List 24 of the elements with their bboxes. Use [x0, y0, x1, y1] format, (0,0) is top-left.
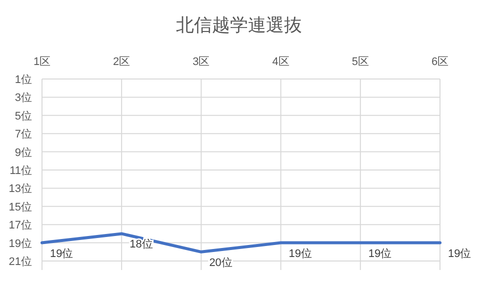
chart-title: 北信越学連選抜	[176, 15, 302, 35]
y-tick-label: 13位	[8, 183, 32, 196]
x-tick-label: 3区	[192, 56, 210, 68]
y-tick-label: 21位	[8, 256, 32, 268]
data-label: 18位	[130, 238, 153, 251]
data-label: 19位	[288, 248, 312, 260]
x-tick-label: 5区	[352, 56, 369, 68]
data-label: 20位	[209, 256, 232, 269]
data-label: 19位	[50, 248, 74, 260]
x-tick-label: 6区	[431, 56, 449, 68]
data-label: 19位	[368, 248, 392, 260]
y-tick-label: 5位	[14, 110, 32, 122]
y-tick-label: 1位	[14, 74, 32, 86]
y-tick-label: 19位	[8, 238, 32, 250]
x-tick-label: 1区	[33, 56, 51, 68]
data-label: 19位	[448, 248, 472, 260]
y-tick-label: 3位	[14, 92, 32, 104]
y-tick-label: 15位	[8, 201, 32, 214]
x-tick-label: 4区	[272, 56, 290, 68]
y-tick-label: 17位	[8, 220, 32, 232]
y-tick-label: 11位	[10, 165, 32, 177]
x-tick-label: 2区	[113, 56, 130, 68]
y-tick-label: 7位	[14, 128, 32, 141]
y-tick-label: 9位	[14, 146, 32, 159]
